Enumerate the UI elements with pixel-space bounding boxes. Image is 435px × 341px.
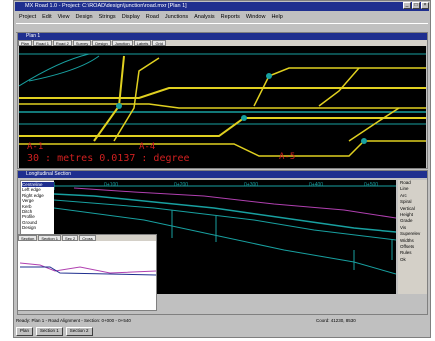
menu-design[interactable]: Design <box>75 14 93 20</box>
chainage-label: 0+100 <box>104 182 119 188</box>
tab-sec-2[interactable]: Sec 2 <box>62 235 79 241</box>
panel-item[interactable]: Grade <box>400 218 413 224</box>
panel-item[interactable]: Superelev <box>400 231 421 237</box>
list-item[interactable]: Verge <box>22 198 34 204</box>
menu-bar: Project Edit View Design Strings Display… <box>16 13 428 22</box>
panel-item[interactable]: Line <box>400 186 409 192</box>
menu-project[interactable]: Project <box>19 14 37 20</box>
list-item[interactable]: Design <box>22 225 37 231</box>
label-a1: A-1 <box>27 142 44 152</box>
list-item[interactable]: Ground <box>22 219 38 225</box>
panel-item[interactable]: Ok <box>400 256 406 262</box>
plan-drawing <box>19 53 426 157</box>
panel-item[interactable]: Widths <box>400 237 414 243</box>
section-drawing <box>54 182 396 275</box>
menu-junctions[interactable]: Junctions <box>164 14 189 20</box>
tab-junction[interactable]: Junction <box>111 40 133 46</box>
tab-design[interactable]: Design <box>92 40 111 46</box>
panel-item[interactable]: Height <box>400 212 414 218</box>
main-window: MX Road 1.0 - Project: C:\ROAD\design\ju… <box>13 0 431 338</box>
window-taskbar: Plan Section 1 Section 2 <box>16 327 428 336</box>
status-text: Ready: Plan 1 - Road Alignment - Section… <box>16 318 131 323</box>
task-plan[interactable]: Plan <box>16 327 34 336</box>
panel-item[interactable]: Road <box>400 180 411 185</box>
minimize-button[interactable]: _ <box>403 2 411 9</box>
list-item[interactable]: Ditch <box>22 209 33 215</box>
chainage-label: 0+400 <box>309 182 324 188</box>
task-section-1[interactable]: Section 1 <box>36 327 63 336</box>
panel-item[interactable]: Rules <box>400 250 412 256</box>
chainage-label: 0+500 <box>364 182 379 188</box>
tab-plan[interactable]: Plan <box>18 40 33 46</box>
plan-window: Plan 1 Plan Road 1 Road 2 Survey Design … <box>17 32 428 169</box>
chainage-label: 0+300 <box>244 182 259 188</box>
maximize-button[interactable]: □ <box>412 2 420 9</box>
plan-window-title: Plan 1 <box>18 33 427 40</box>
tab-grid[interactable]: Grid <box>152 40 166 46</box>
menu-view[interactable]: View <box>57 14 70 20</box>
cross-section-tabs: Section Section 1 Sec 2 Cross <box>18 235 156 241</box>
cross-section-drawing <box>20 243 156 310</box>
tab-cross[interactable]: Cross <box>79 235 96 241</box>
plan-canvas[interactable]: A-1 A-4 A-5 30 : metres 0.0137 : degree <box>19 46 426 168</box>
tab-section[interactable]: Section <box>18 235 38 241</box>
menu-display[interactable]: Display <box>121 14 140 20</box>
property-panel: Road Line Arc Spiral Vertical Height Gra… <box>398 180 427 294</box>
cross-section-window: Section Section 1 Sec 2 Cross <box>17 234 157 311</box>
scale-readout: 30 : metres 0.0137 : degree <box>27 153 190 164</box>
menu-analysis[interactable]: Analysis <box>194 14 215 20</box>
panel-item[interactable]: Vis <box>400 224 407 230</box>
window-title: MX Road 1.0 - Project: C:\ROAD\design\ju… <box>15 2 429 11</box>
menu-reports[interactable]: Reports <box>220 14 240 20</box>
tab-labels[interactable]: Labels <box>133 40 152 46</box>
status-bar: Ready: Plan 1 - Road Alignment - Section… <box>16 317 428 324</box>
panel-item[interactable]: Offsets <box>400 244 415 250</box>
label-a3: A-5 <box>279 152 296 162</box>
menu-strings[interactable]: Strings <box>98 14 116 20</box>
menu-road[interactable]: Road <box>145 14 159 20</box>
menu-edit[interactable]: Edit <box>42 14 52 20</box>
layer-list[interactable]: Centreline Left edge Right edge Verge Ke… <box>20 180 56 240</box>
list-item[interactable]: Right edge <box>22 192 44 198</box>
list-item[interactable]: Kerb <box>22 203 32 209</box>
label-a2: A-4 <box>139 142 156 152</box>
list-item[interactable]: Left edge <box>22 187 41 193</box>
section-window-title: Longitudinal Section <box>18 171 427 178</box>
chainage-label: 0+200 <box>174 182 189 188</box>
tab-survey[interactable]: Survey <box>72 40 92 46</box>
task-section-2[interactable]: Section 2 <box>65 327 93 336</box>
plan-tabs: Plan Road 1 Road 2 Survey Design Junctio… <box>18 40 427 46</box>
close-button[interactable]: × <box>421 2 429 9</box>
tab-road-2[interactable]: Road 2 <box>52 40 72 46</box>
menu-help[interactable]: Help <box>271 14 283 20</box>
tab-section-1[interactable]: Section 1 <box>38 235 62 241</box>
list-item[interactable]: Centreline <box>22 182 54 188</box>
window-controls: _ □ × <box>403 2 429 9</box>
menu-window[interactable]: Window <box>245 14 266 20</box>
tab-road-1[interactable]: Road 1 <box>33 40 52 46</box>
status-coord: Coord: 41230, 8530 <box>316 318 356 323</box>
list-item[interactable]: Profile <box>22 214 35 220</box>
panel-item[interactable]: Spiral <box>400 199 412 205</box>
panel-item[interactable]: Vertical <box>400 205 415 211</box>
panel-item[interactable]: Arc <box>400 192 407 198</box>
